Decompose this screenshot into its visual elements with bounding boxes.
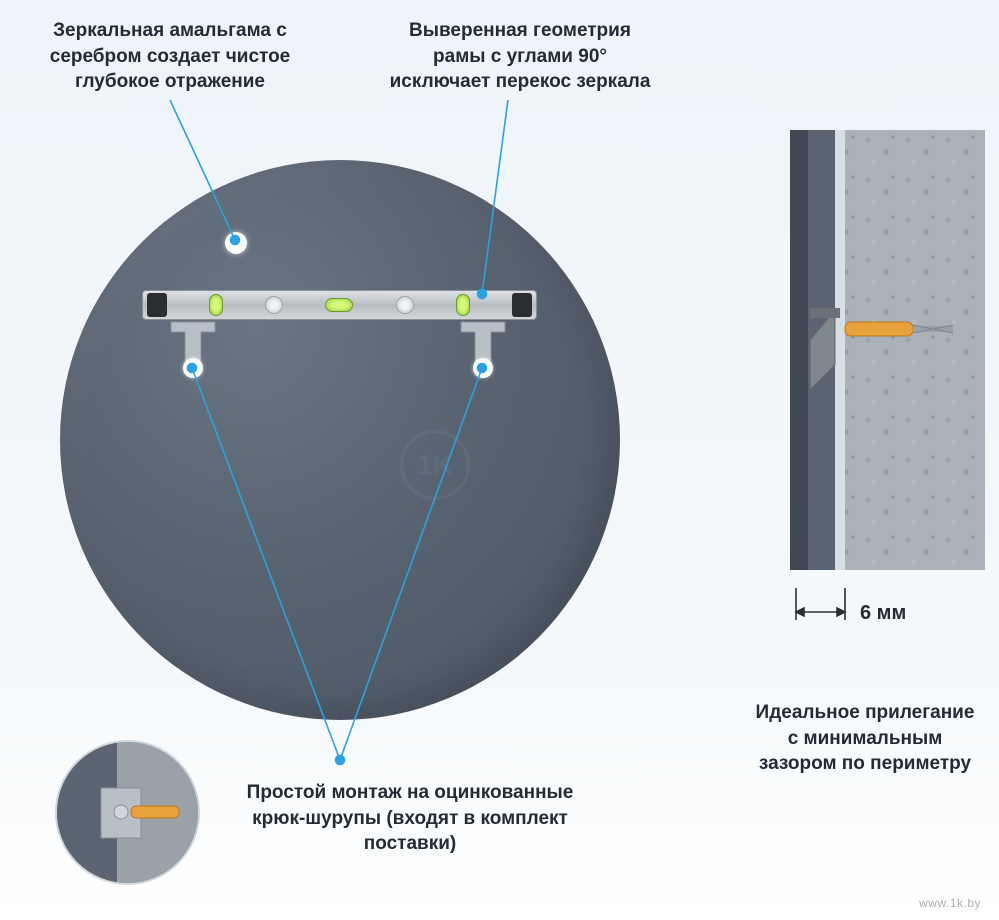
screw-hole-right [473,358,493,378]
cross-section-svg: 6 мм [780,130,985,630]
gap-dimension-label: 6 мм [860,602,906,624]
infographic-canvas: 1K [0,0,999,920]
watermark-seal: 1K [400,430,470,500]
screw-hole-left [183,358,203,378]
level-endcap-right [512,293,532,317]
mirror-circle [60,160,620,720]
level-hole [396,296,414,314]
level-vial-center [325,298,353,312]
level-endcap-left [147,293,167,317]
spirit-level [142,290,537,320]
watermark-footer: www.1k.by [919,896,981,910]
level-hole [265,296,283,314]
side-cross-section: 6 мм [780,130,985,580]
level-vial-vertical-left [209,294,223,316]
reflection-highlight-dot [225,232,247,254]
callout-amalgam: Зеркальная амальгама с серебром создает … [20,18,320,95]
callout-mounting: Простой монтаж на оцинкованные крюк-шуру… [210,780,610,857]
watermark-seal-text: 1K [417,449,453,481]
level-vial-vertical-right [456,294,470,316]
callout-fit: Идеальное прилегание с минимальным зазор… [740,700,990,777]
detail-inset-circle [55,740,200,885]
callout-geometry: Выверенная геометрия рамы с углами 90° и… [360,18,680,95]
